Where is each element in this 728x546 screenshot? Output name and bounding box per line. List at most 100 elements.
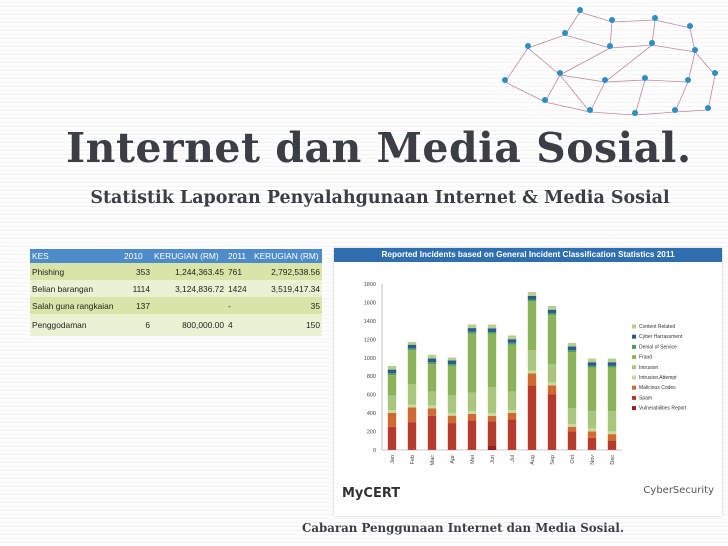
- bar-segment: [587, 428, 597, 432]
- cell-count-2011: 4: [226, 314, 252, 336]
- bar-segment: [607, 367, 617, 412]
- legend-swatch: [632, 406, 636, 411]
- legend-swatch: [632, 395, 636, 400]
- bar-segment: [407, 384, 417, 405]
- bar-segment: [547, 315, 557, 365]
- bar-segment: [527, 385, 537, 450]
- bar-segment: [487, 328, 497, 332]
- y-tick-label: 0: [373, 448, 376, 454]
- mycert-logo: MyCERT: [342, 482, 400, 501]
- bar-segment: [607, 365, 617, 368]
- bar-segment: [427, 415, 437, 450]
- social-network-illustration: [502, 7, 718, 116]
- bar-segment: [467, 413, 477, 421]
- bar-segment: [447, 364, 457, 366]
- cell-count-2010: 1114: [122, 280, 152, 297]
- legend-swatch: [632, 334, 636, 339]
- bar-segment: [567, 426, 577, 432]
- cell-case: Phishing: [30, 263, 122, 280]
- mycert-wordmark: MyCERT: [342, 486, 401, 501]
- bar-segment: [547, 364, 557, 383]
- bar-segment: [527, 299, 537, 302]
- x-tick-label: Nov: [590, 455, 596, 465]
- bar-segment: [507, 419, 517, 450]
- cell-count-2010: 137: [122, 297, 152, 314]
- cell-count-2011: 1424: [226, 280, 252, 297]
- incident-chart-panel: Reported Incidents based on General Inci…: [334, 248, 722, 516]
- legend-swatch: [632, 324, 636, 329]
- bar-segment: [467, 331, 477, 334]
- bar-segment: [487, 333, 497, 388]
- bar-segment: [487, 331, 497, 334]
- bar-segment: [507, 339, 517, 343]
- legend-swatch: [632, 355, 636, 360]
- bar-segment: [567, 352, 577, 409]
- bar-segment: [447, 395, 457, 413]
- bar-segment: [507, 342, 517, 345]
- bar-segment: [387, 375, 397, 396]
- bar-segment: [467, 324, 477, 329]
- x-tick-label: Jan: [390, 455, 396, 464]
- x-tick-label: Jul: [510, 455, 516, 462]
- bar-segment: [567, 350, 577, 353]
- cell-case: Penggodaman: [30, 314, 122, 336]
- bar-segment: [487, 445, 497, 450]
- legend-swatch: [632, 344, 636, 349]
- bar-segment: [507, 391, 517, 411]
- bar-segment: [387, 369, 397, 374]
- bar-segment: [607, 362, 617, 366]
- bar-segment: [407, 407, 417, 423]
- y-tick-label: 1000: [364, 356, 376, 362]
- bar-segment: [607, 358, 617, 363]
- bar-segment: [427, 391, 437, 406]
- bar-segment: [387, 373, 397, 376]
- bar-segment: [487, 413, 497, 416]
- bar-segment: [467, 411, 477, 414]
- bar-segment: [567, 346, 577, 351]
- legend-label: Intrusion Attempt: [639, 375, 677, 381]
- y-tick-label: 600: [367, 393, 376, 399]
- bar-segment: [407, 404, 417, 408]
- bar-segment: [407, 344, 417, 349]
- bar-segment: [387, 426, 397, 450]
- bar-segment: [427, 358, 437, 363]
- header-kerugian-2010: KERUGIAN (RM): [152, 249, 226, 263]
- x-tick-label: Dec: [610, 455, 616, 465]
- bar-segment: [387, 395, 397, 411]
- bar-segment: [407, 348, 417, 351]
- legend-label: Vulnerabilities Report: [639, 406, 687, 412]
- cell-count-2011: 761: [226, 263, 252, 280]
- bar-segment: [427, 405, 437, 409]
- bar-segment: [427, 362, 437, 365]
- legend-label: Intrusion: [639, 365, 658, 371]
- chart-header: Reported Incidents based on General Inci…: [334, 248, 722, 262]
- x-tick-label: Aug: [530, 455, 536, 465]
- bar-segment: [547, 305, 557, 310]
- cybersecurity-logo: CyberSecurity: [643, 485, 714, 496]
- legend-label: Fraud: [639, 355, 652, 361]
- header-2010: 2010: [122, 249, 152, 263]
- cell-loss-2011: 3,519,417.34: [252, 280, 322, 297]
- cell-count-2010: 353: [122, 263, 152, 280]
- bar-segment: [407, 350, 417, 385]
- bar-segment: [547, 309, 557, 314]
- bar-segment: [407, 341, 417, 345]
- bar-segment: [427, 364, 437, 392]
- bar-segment: [447, 423, 457, 450]
- table-row: Salah guna rangkaian 137 - 35: [30, 297, 322, 314]
- bar-segment: [447, 415, 457, 424]
- y-tick-label: 1400: [364, 319, 376, 325]
- bar-segment: [467, 420, 477, 450]
- bar-segment: [607, 411, 617, 432]
- legend-label: Cyber Harrassment: [639, 334, 683, 340]
- x-tick-label: Mac: [430, 455, 436, 466]
- header-kerugian-2011: KERUGIAN (RM): [252, 249, 322, 263]
- cell-loss-2010: 3,124,836.72: [152, 280, 226, 297]
- bar-segment: [527, 350, 537, 371]
- bar-segment: [487, 324, 497, 329]
- y-tick-label: 400: [367, 411, 376, 417]
- cell-loss-2011: 150: [252, 314, 322, 336]
- y-tick-label: 1200: [364, 337, 376, 343]
- cybersecurity-wordmark: CyberSecurity: [643, 485, 714, 496]
- bar-segment: [507, 335, 517, 340]
